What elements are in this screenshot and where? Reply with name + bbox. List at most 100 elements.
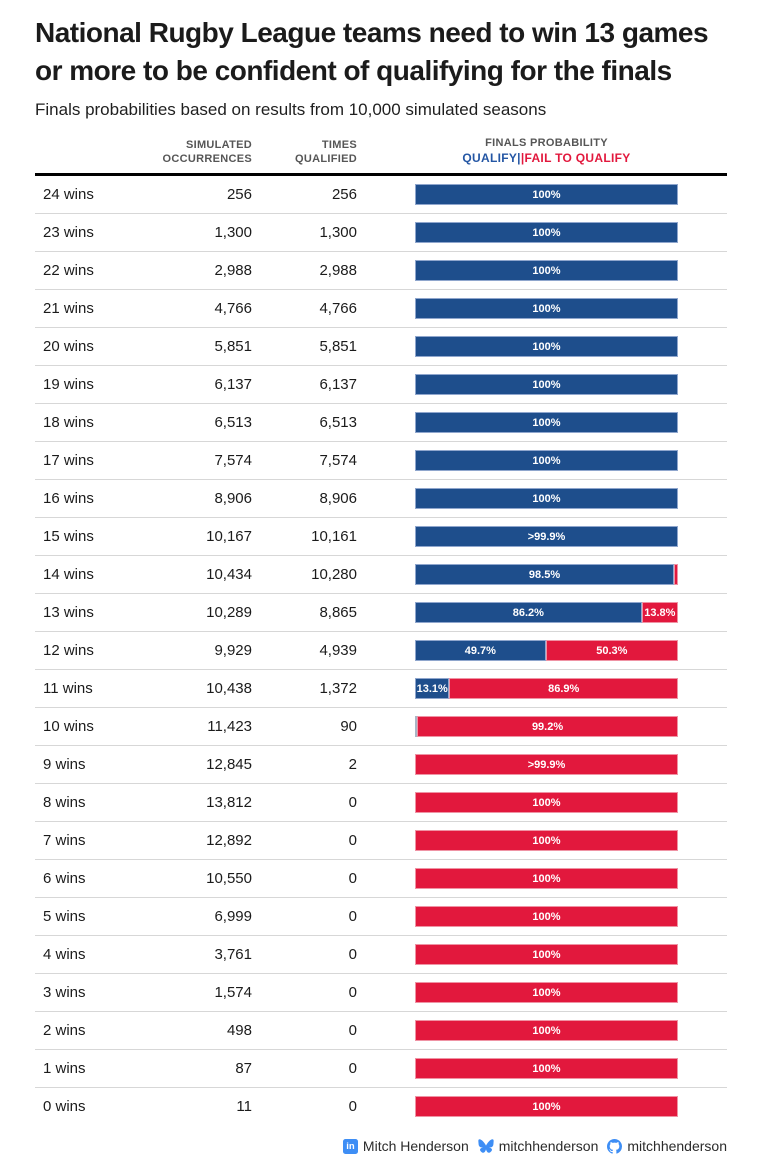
row-wins-label: 18 wins — [43, 414, 94, 431]
fail-percent-label: 99.2% — [531, 720, 564, 733]
qualify-bar-segment: 100% — [415, 184, 678, 205]
fail-percent-label: 100% — [532, 872, 561, 885]
table-row: 8 wins 13,812 0 100% — [35, 784, 727, 822]
finals-probability-bar: 100% — [415, 830, 678, 851]
table-row: 19 wins 6,137 6,137 100% — [35, 366, 727, 404]
linkedin-link[interactable]: in Mitch Henderson — [342, 1138, 469, 1154]
fail-percent-label: 100% — [532, 910, 561, 923]
table-row: 4 wins 3,761 0 100% — [35, 936, 727, 974]
col-header-finals-probability: FINALS PROBABILITY QUALIFY||FAIL TO QUAL… — [415, 136, 678, 166]
qualify-percent-label: >99.9% — [527, 530, 566, 543]
row-wins-label: 6 wins — [43, 870, 86, 887]
qualify-bar-segment: 100% — [415, 222, 678, 243]
table-row: 23 wins 1,300 1,300 100% — [35, 214, 727, 252]
row-wins-label: 20 wins — [43, 338, 94, 355]
fail-percent-label: 100% — [532, 986, 561, 999]
finals-probability-bar: 100% — [415, 260, 678, 281]
row-simulated-occurrences: 13,812 — [206, 794, 252, 811]
row-wins-label: 11 wins — [43, 680, 93, 697]
row-times-qualified: 7,574 — [319, 452, 357, 469]
row-wins-label: 17 wins — [43, 452, 94, 469]
qualify-bar-segment: 100% — [415, 450, 678, 471]
fail-bar-segment: >99.9% — [415, 754, 678, 775]
row-times-qualified: 0 — [348, 1022, 357, 1039]
finals-probability-bar: >99.9% — [415, 526, 678, 547]
col-header-times-qualified: TIMES QUALIFIED — [295, 139, 357, 165]
fail-percent-label: 50.3% — [596, 644, 628, 657]
github-name: mitchhenderson — [627, 1138, 727, 1154]
row-simulated-occurrences: 12,892 — [206, 832, 252, 849]
finals-probability-bar: 98.5% — [415, 564, 678, 585]
row-wins-label: 23 wins — [43, 224, 94, 241]
row-times-qualified: 10,161 — [311, 528, 357, 545]
row-wins-label: 2 wins — [43, 1022, 86, 1039]
fail-bar-segment: 100% — [415, 868, 678, 889]
finals-probability-bar: 100% — [415, 222, 678, 243]
finals-probability-bar: 49.7% 50.3% — [415, 640, 678, 661]
qualify-bar-segment: 100% — [415, 336, 678, 357]
chart-subtitle: Finals probabilities based on results fr… — [35, 100, 547, 119]
row-simulated-occurrences: 10,167 — [206, 528, 252, 545]
table-row: 7 wins 12,892 0 100% — [35, 822, 727, 860]
row-times-qualified: 4,939 — [319, 642, 357, 659]
table-row: 20 wins 5,851 5,851 100% — [35, 328, 727, 366]
row-times-qualified: 5,851 — [319, 338, 357, 355]
row-wins-label: 0 wins — [43, 1098, 86, 1115]
row-wins-label: 7 wins — [43, 832, 86, 849]
row-simulated-occurrences: 9,929 — [214, 642, 252, 659]
row-times-qualified: 0 — [348, 1098, 357, 1115]
legend-qualify-label: QUALIFY| — [462, 151, 521, 165]
row-times-qualified: 0 — [348, 1060, 357, 1077]
fail-bar-segment: 86.9% — [449, 678, 678, 699]
qualify-percent-label: 100% — [532, 416, 561, 429]
row-times-qualified: 6,137 — [319, 376, 357, 393]
finals-probability-bar: >99.9% — [415, 754, 678, 775]
row-simulated-occurrences: 11,423 — [207, 718, 252, 735]
qualify-percent-label: 49.7% — [464, 644, 496, 657]
github-link[interactable]: mitchhenderson — [607, 1138, 727, 1154]
row-simulated-occurrences: 6,137 — [214, 376, 252, 393]
row-simulated-occurrences: 4,766 — [214, 300, 252, 317]
table-body: 24 wins 256 256 100% 23 wins 1,300 1,300 100% 22… — [35, 176, 727, 1125]
row-times-qualified: 0 — [348, 794, 357, 811]
linkedin-icon: in — [342, 1138, 358, 1154]
fail-percent-label: 13.8% — [644, 606, 676, 619]
page-title: National Rugby League teams need to win … — [35, 17, 709, 86]
qualify-bar-segment: 100% — [415, 412, 678, 433]
row-simulated-occurrences: 256 — [226, 186, 252, 203]
row-wins-label: 3 wins — [43, 984, 86, 1001]
row-wins-label: 1 wins — [43, 1060, 86, 1077]
table-row: 11 wins 10,438 1,372 13.1% 86.9% — [35, 670, 727, 708]
finals-probability-bar: 13.1% 86.9% — [415, 678, 678, 699]
table-row: 24 wins 256 256 100% — [35, 176, 727, 214]
row-times-qualified: 6,513 — [319, 414, 357, 431]
row-times-qualified: 0 — [348, 946, 357, 963]
row-times-qualified: 2 — [348, 756, 357, 773]
table-row: 3 wins 1,574 0 100% — [35, 974, 727, 1012]
fail-percent-label: 100% — [532, 948, 561, 961]
table-row: 21 wins 4,766 4,766 100% — [35, 290, 727, 328]
row-times-qualified: 1,372 — [319, 680, 357, 697]
qualify-percent-label: 98.5% — [528, 568, 561, 581]
table-row: 16 wins 8,906 8,906 100% — [35, 480, 727, 518]
row-wins-label: 16 wins — [43, 490, 94, 507]
finals-probability-bar: 100% — [415, 374, 678, 395]
finals-probability-bar: 100% — [415, 412, 678, 433]
fail-bar-segment: 100% — [415, 830, 678, 851]
table-row: 0 wins 11 0 100% — [35, 1088, 727, 1125]
bluesky-link[interactable]: mitchhenderson — [478, 1138, 598, 1154]
fail-bar-segment: 100% — [415, 982, 678, 1003]
qualify-bar-segment: 100% — [415, 298, 678, 319]
row-simulated-occurrences: 10,550 — [206, 870, 252, 887]
table-header: SIMULATED OCCURRENCES TIMES QUALIFIED FI… — [35, 136, 727, 176]
qualify-percent-label: 100% — [532, 340, 561, 353]
row-simulated-occurrences: 10,289 — [206, 604, 252, 621]
finals-probability-bar: 100% — [415, 488, 678, 509]
fail-bar-segment: 99.2% — [417, 716, 678, 737]
row-simulated-occurrences: 8,906 — [214, 490, 252, 507]
qualify-percent-label: 86.2% — [512, 606, 544, 619]
row-simulated-occurrences: 7,574 — [214, 452, 252, 469]
row-simulated-occurrences: 87 — [235, 1060, 252, 1077]
row-times-qualified: 0 — [348, 908, 357, 925]
fail-bar-segment: 100% — [415, 1020, 678, 1041]
